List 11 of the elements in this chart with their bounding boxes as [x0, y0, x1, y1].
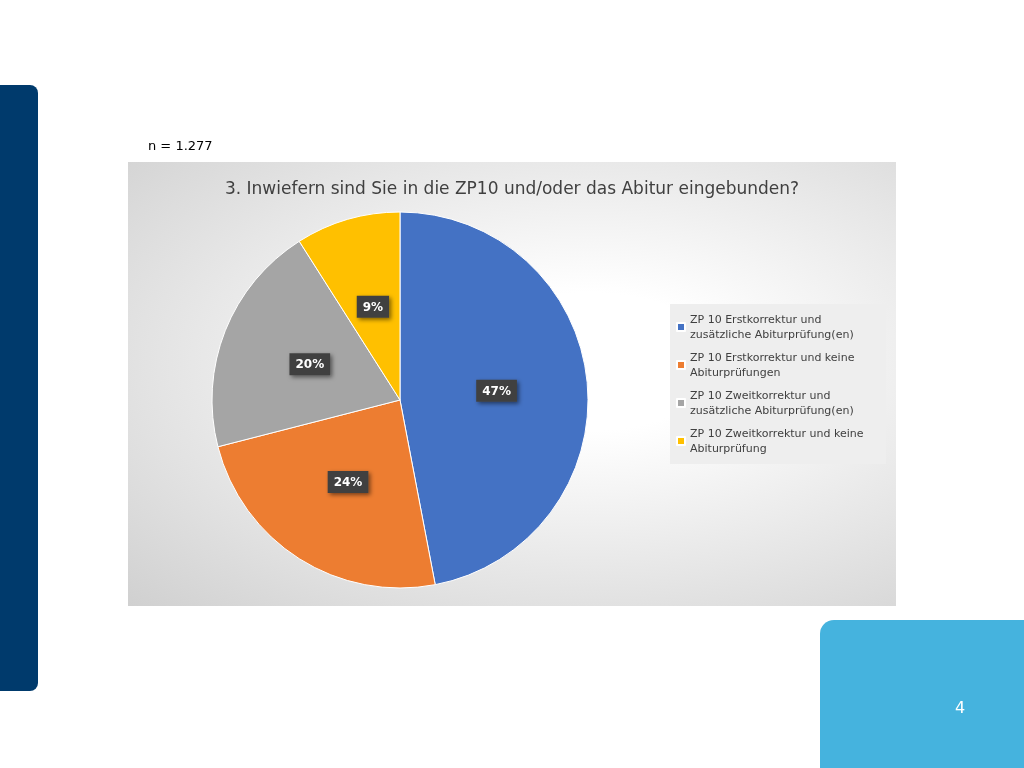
data-label: 9%	[362, 299, 384, 314]
data-label: 20%	[295, 357, 325, 372]
data-label: 47%	[482, 383, 511, 398]
legend-label: ZP 10 Zweitkorrektur und zusätzliche Abiturprüfung(en)	[690, 389, 854, 417]
text: n = 1.277	[148, 138, 213, 153]
legend-label: ZP 10 Erstkorrektur und keine Abiturprüfungen	[690, 351, 858, 379]
legend-label: ZP 10 Erstkorrektur und zusätzliche Abiturprüfung(en)	[690, 313, 854, 341]
legend-label: ZP 10 Zweitkorrektur und keine Abiturprüfung	[690, 427, 868, 455]
chart-title: 3. Inwiefern sind Sie in die ZP10 und/oder das Abitur eingebunden?	[224, 177, 800, 198]
data-label: 24%	[333, 474, 363, 489]
text: 4	[955, 698, 966, 717]
